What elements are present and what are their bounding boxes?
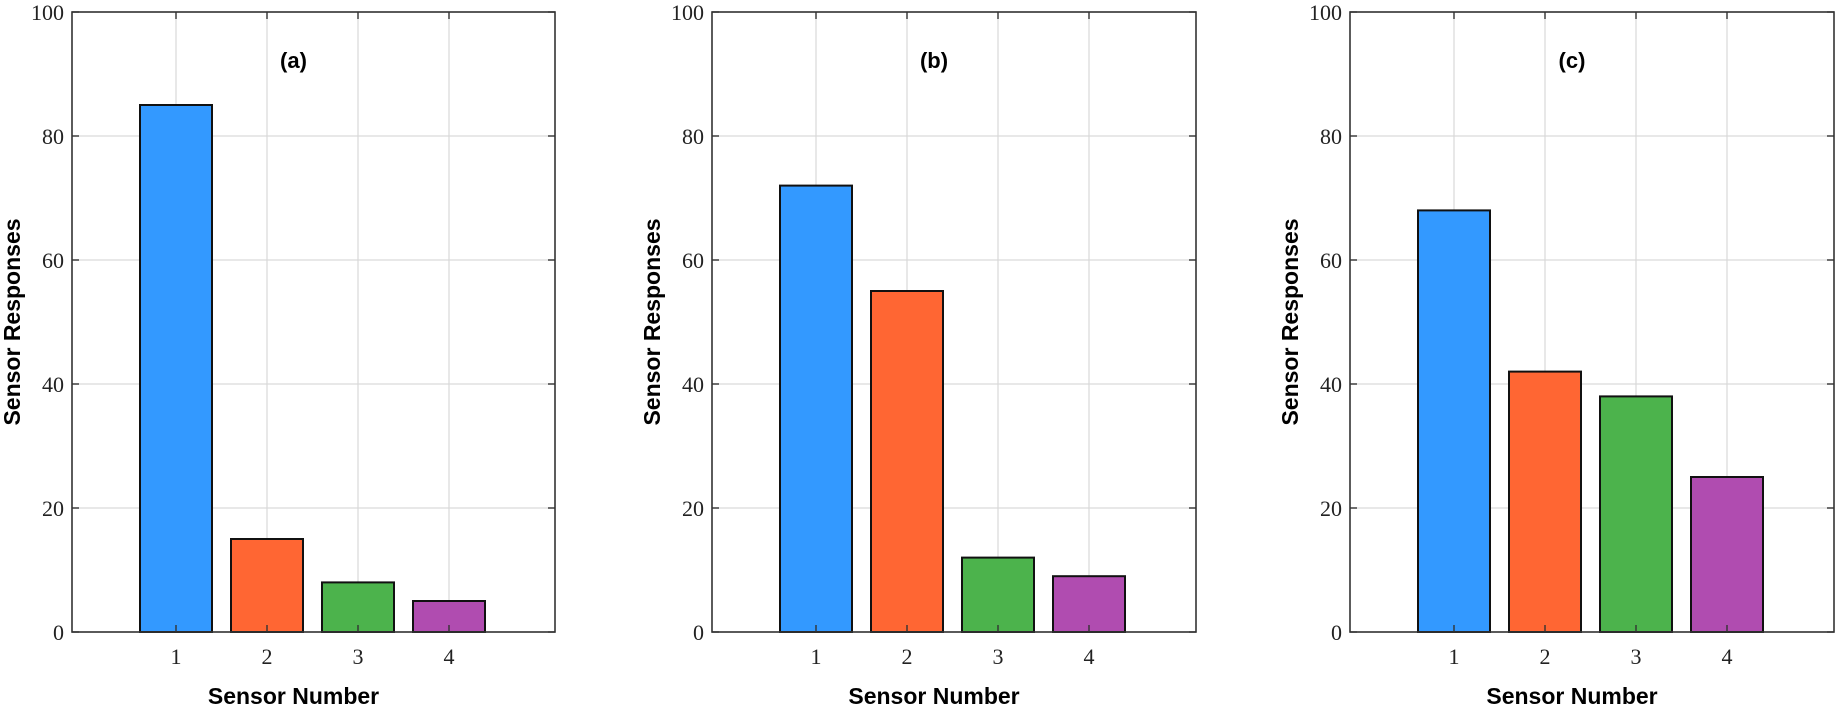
y-tick-label: 80 [42,124,64,149]
x-tick-label: 3 [353,644,364,669]
y-tick-label: 40 [42,372,64,397]
x-tick-label: 4 [444,644,455,669]
y-axis-title: Sensor Responses [1277,218,1303,425]
y-tick-label: 40 [682,372,704,397]
bar-sensor-2 [1508,370,1582,633]
y-tick-label: 100 [31,0,64,25]
panel-label: (c) [1559,48,1586,73]
bar-sensor-1 [1417,209,1491,633]
y-tick-label: 80 [1320,124,1342,149]
panel-label: (b) [920,48,948,73]
plot-frame [1349,11,1835,633]
y-tick-label: 60 [1320,248,1342,273]
x-tick-label: 1 [811,644,822,669]
y-tick-label: 20 [42,496,64,521]
x-tick-label: 2 [902,644,913,669]
plot-frame [71,11,556,633]
bar-sensor-3 [1599,395,1673,633]
y-tick-label: 0 [53,620,64,645]
bar-sensor-4 [1690,476,1764,633]
bar-sensor-3 [321,581,395,634]
y-tick-label: 60 [42,248,64,273]
x-tick-label: 4 [1084,644,1095,669]
x-axis-title: Sensor Number [848,683,1019,707]
y-tick-label: 20 [682,496,704,521]
y-tick-label: 0 [1331,620,1342,645]
y-tick-label: 40 [1320,372,1342,397]
x-tick-label: 2 [1540,644,1551,669]
chart-panel-1: 0 20 40 60 80 100 1 2 3 4 (a) Sensor Number Sensor R… [0,0,556,707]
bar-sensor-3 [961,556,1035,633]
chart-panel-2: 0 20 40 60 80 100 1 2 3 4 (b) Sensor Number Sensor R… [639,0,1197,707]
x-tick-label: 3 [993,644,1004,669]
bar-sensor-2 [870,290,944,633]
y-tick-label: 80 [682,124,704,149]
y-tick-label: 60 [682,248,704,273]
x-axis-title: Sensor Number [208,683,379,707]
bar-sensor-2 [230,538,304,633]
panel-label: (a) [280,48,307,73]
x-tick-label: 2 [262,644,273,669]
x-axis-title: Sensor Number [1486,683,1657,707]
y-tick-label: 100 [671,0,704,25]
x-tick-label: 4 [1722,644,1733,669]
bar-sensor-1 [139,104,213,633]
y-axis-title: Sensor Responses [0,218,25,425]
bar-sensor-1 [779,184,853,633]
chart-panel-3: 0 20 40 60 80 100 1 2 3 4 (c) Sensor Number Sensor R… [1277,0,1835,707]
x-tick-label: 1 [1449,644,1460,669]
x-tick-label: 1 [171,644,182,669]
y-tick-label: 0 [693,620,704,645]
bar-sensor-4 [1052,575,1126,634]
y-axis-title: Sensor Responses [639,218,665,425]
x-tick-label: 3 [1631,644,1642,669]
plot-frame [711,11,1197,633]
y-tick-label: 20 [1320,496,1342,521]
y-tick-label: 100 [1309,0,1342,25]
